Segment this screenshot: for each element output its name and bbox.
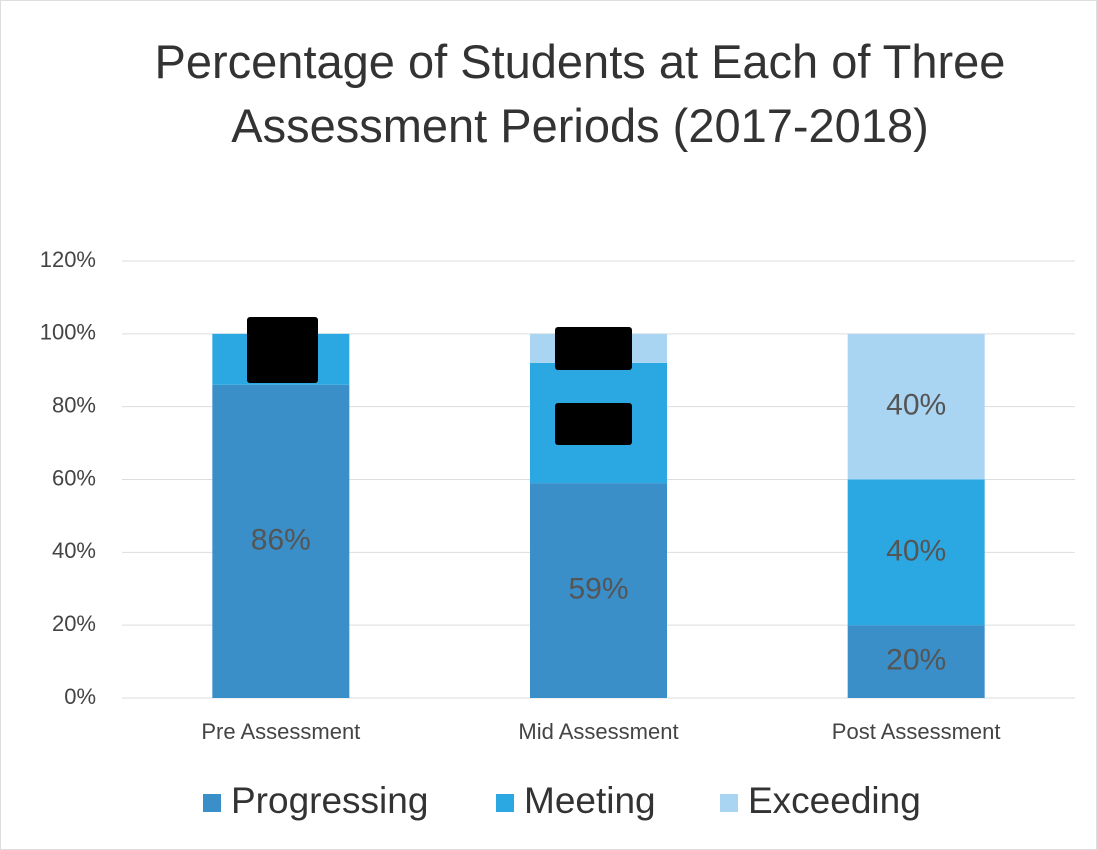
value-label: 40% [886, 534, 946, 567]
legend-swatch [203, 794, 221, 812]
x-tick-label: Pre Assessment [201, 719, 360, 744]
chart-title: Percentage of Students at Each of Three … [154, 35, 1006, 152]
legend-label: Progressing [231, 780, 428, 821]
y-tick-label: 100% [40, 320, 96, 345]
redactions [247, 317, 632, 445]
y-tick-label: 40% [52, 538, 96, 563]
bar-segment [847, 479, 985, 626]
y-tick-label: 20% [52, 611, 96, 636]
plot: 0% 20% 40% 60% 80% 100% 120% Pre Assessment 86% M… [40, 247, 1075, 821]
legend-swatch [720, 794, 738, 812]
value-label: 40% [886, 389, 946, 422]
legend-label: Meeting [524, 780, 656, 821]
x-tick-label: Mid Assessment [518, 719, 678, 744]
redaction-box [555, 327, 632, 370]
y-tick-label: 120% [40, 247, 96, 272]
bar-segment [847, 333, 985, 480]
x-tick-label: Post Assessment [832, 719, 1001, 744]
legend-swatch [496, 794, 514, 812]
legend-label: Exceeding [748, 780, 921, 821]
value-label: 86% [251, 523, 311, 556]
y-tick-label: 80% [52, 392, 96, 417]
redaction-box [555, 403, 632, 445]
value-label: 20% [886, 644, 946, 677]
y-tick-label: 0% [64, 684, 96, 709]
redaction-box [247, 317, 318, 383]
bar-segment [847, 625, 985, 698]
bar-segment [530, 483, 667, 698]
y-tick-label: 60% [52, 465, 96, 490]
value-label: 59% [568, 572, 628, 605]
bar-segment [212, 384, 350, 698]
